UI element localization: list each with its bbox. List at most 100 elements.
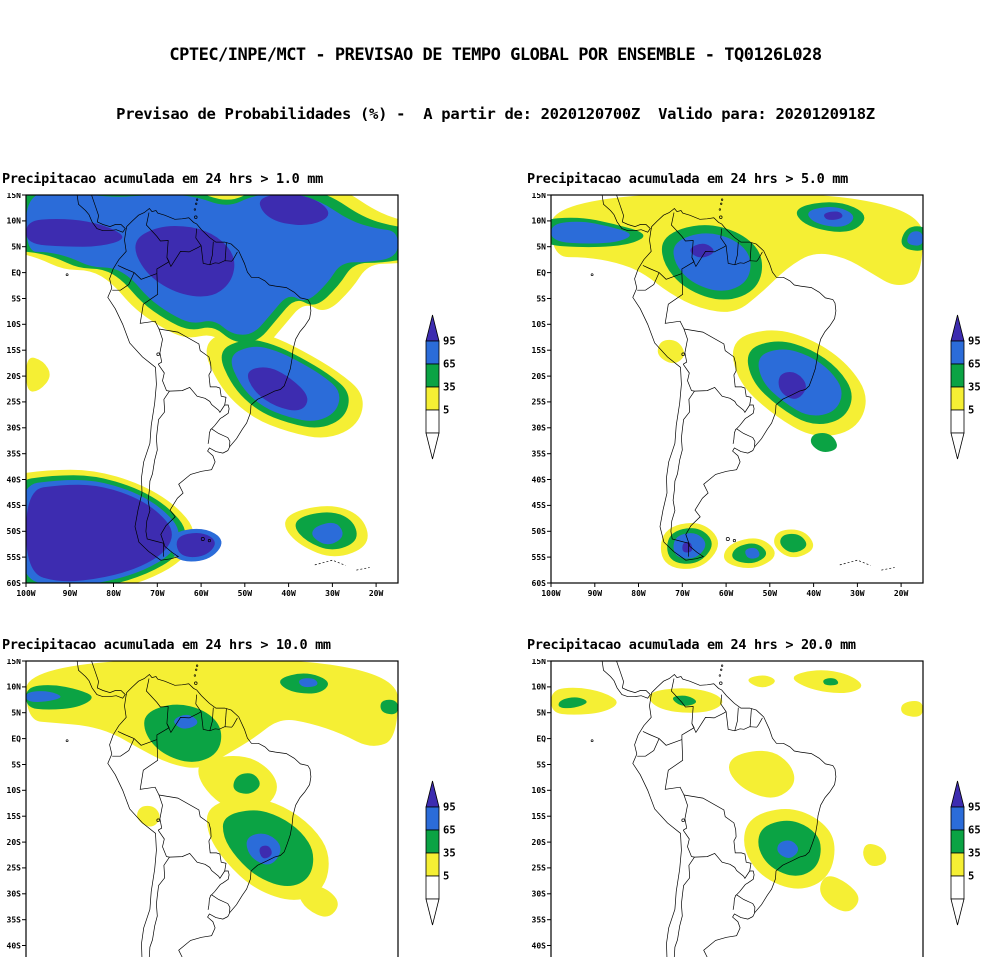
map-plot-area [26,661,398,957]
country-border [670,390,695,544]
geography-outlines [590,661,837,957]
lat-tick-label: 10N [532,217,547,226]
colorbar-5-35-segment [425,386,440,411]
lat-tick-label: 5S [11,760,21,769]
map-precip-gt-20mm: 15N10N5NEQ5S10S15S20S25S30S35S40S45S50S5… [532,659,981,957]
lat-tick-label: 40S [532,475,547,484]
island-mark [732,539,736,543]
lat-tick-label: 35S [7,916,22,925]
prob-35-65-region [780,533,807,553]
panel-precip-gt-10mm: Precipitacao acumulada em 24 hrs > 10.0 … [2,637,464,957]
axis-ticks: 15N10N5NEQ5S10S15S20S25S30S35S40S45S50S5… [7,193,384,598]
prob-gt95-region [26,218,123,247]
south-america-coastline [107,208,312,561]
island-mark [719,215,723,219]
colorbar-label: 5 [443,405,449,417]
colorbar-label: 5 [443,871,449,883]
prob-5-35-region [863,843,887,867]
lon-tick-label: 100W [16,589,35,598]
country-border [157,364,225,413]
lat-tick-label: 50S [532,527,547,536]
country-border [664,212,695,365]
island-mark [681,352,685,357]
figure-subtitle: Previsao de Probabilidades (%) - A parti… [116,105,875,123]
lat-tick-label: 20S [7,372,22,381]
island-mark [720,664,724,667]
prob-5-35-region [748,675,775,688]
lon-tick-label: 60W [719,589,734,598]
island-mark [207,539,211,543]
map-plot-area [26,195,398,583]
colorbar-65-95-segment [950,806,965,831]
island-mark [590,739,594,743]
country-border [112,272,135,291]
prob-5-35-region [657,339,685,364]
island-mark [720,202,723,205]
lat-tick-label: 30S [532,424,547,433]
country-border [732,894,737,910]
colorbar-gt95-segment [425,780,440,808]
lat-tick-label: 10N [7,217,22,226]
colorbar-35-65-segment [425,829,440,854]
lat-tick-label: 5N [11,243,21,252]
south-america-coastline [107,674,312,957]
island-mark [720,668,723,671]
island-mark [194,215,198,219]
colorbar-bottom-spike [950,898,965,926]
lat-tick-label: 40S [7,475,22,484]
country-border [166,228,202,268]
lat-tick-label: 55S [532,553,547,562]
lat-tick-label: 60S [7,579,22,588]
lat-tick-label: 60S [532,579,547,588]
colorbar-lt5-segment [950,409,965,434]
central-america-coastline [76,661,126,699]
colorbar-label: 95 [443,802,456,814]
island-mark [590,273,594,277]
colorbar-35-65-segment [950,829,965,854]
panel-precip-gt-5mm: Precipitacao acumulada em 24 hrs > 5.0 m… [527,171,989,603]
prob-35-65-region [558,697,587,709]
island-mark [65,739,69,743]
prob-gt95-region [176,533,215,558]
map-precip-gt-10mm: 15N10N5NEQ5S10S15S20S25S30S35S40S45S50S5… [7,659,456,957]
prob-gt95-region [682,542,693,553]
lon-tick-label: 20W [894,589,909,598]
lat-tick-label: 25S [532,864,547,873]
island-mark [194,681,198,685]
colorbar-bottom-spike [425,898,440,926]
lon-tick-label: 80W [631,589,646,598]
country-border [673,856,695,957]
lat-tick-label: 15N [7,659,22,666]
lat-tick-label: 45S [532,501,547,510]
lat-tick-label: 55S [7,553,22,562]
map-frame [550,194,924,584]
country-border [158,794,231,913]
prob-5-35-region [820,876,859,912]
lat-tick-label: 25S [7,864,22,873]
prob-35-65-region [672,695,697,706]
lat-tick-label: 5S [536,760,546,769]
axis-ticks: 15N10N5NEQ5S10S15S20S25S30S35S40S45S50S5… [532,659,551,950]
panel-title-20mm: Precipitacao acumulada em 24 hrs > 20.0 … [527,637,856,653]
prob-gt95-region [247,367,308,411]
colorbar-gt95-segment [425,314,440,342]
colorbar-label: 95 [968,336,981,348]
country-border [158,328,231,447]
lat-tick-label: 10S [7,786,22,795]
prob-5-35-region [137,805,160,827]
country-border [157,830,225,879]
prob-65-95-region [312,522,343,545]
panel-precip-gt-20mm: Precipitacao acumulada em 24 hrs > 20.0 … [527,637,989,957]
island-mark [681,818,685,823]
south-america-coastline [632,208,837,561]
map-precip-gt-5mm: 15N 10N 5N EQ 5S 10S 15S 20S 25S 30S 35S 40S 45S 50S 5… [532,193,981,598]
axis-ticks: 15N10N5NEQ5S10S15S20S25S30S35S40S45S50S5… [532,193,909,598]
geography-outlines [65,661,312,957]
lat-tick-label: 30S [532,890,547,899]
country-border [682,830,750,879]
colorbar-bottom-spike [425,432,440,460]
country-border [682,364,750,413]
lon-tick-label: 40W [281,589,296,598]
island-mark [156,818,160,823]
prob-65-95-region [745,547,760,559]
